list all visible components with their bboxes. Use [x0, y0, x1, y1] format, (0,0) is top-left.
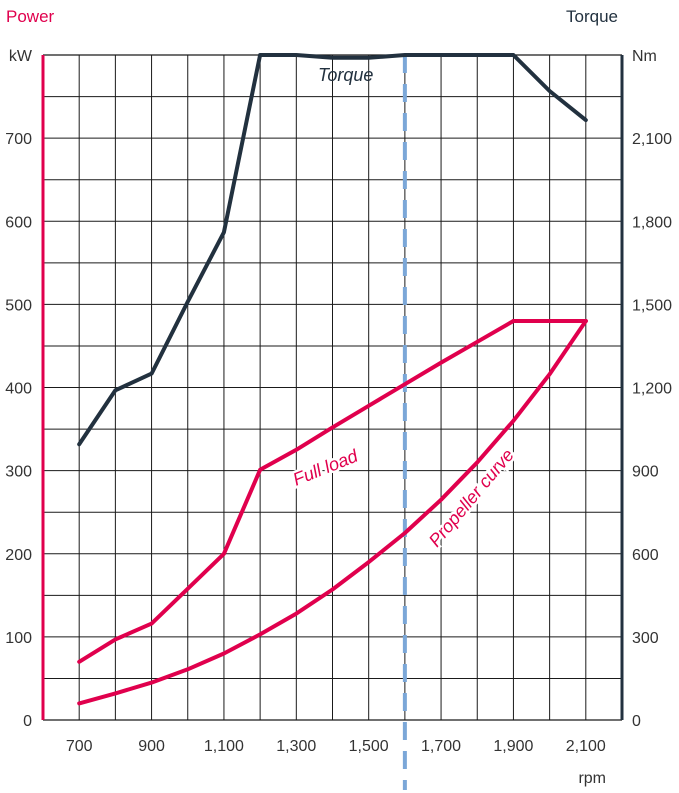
left-unit-label: kW	[9, 48, 33, 65]
right-tick-label: 2,100	[632, 131, 672, 148]
right-tick-label: 900	[632, 464, 659, 481]
x-tick-label: 1,300	[276, 738, 316, 755]
right-unit-label: Nm	[632, 48, 657, 65]
right-tick-label: 1,200	[632, 381, 672, 398]
x-tick-label: 1,100	[204, 738, 244, 755]
grid	[43, 54, 622, 721]
left-tick-label: 200	[5, 547, 32, 564]
x-tick-label: 1,900	[493, 738, 533, 755]
left-tick-label: 0	[23, 713, 32, 730]
series-label-torque: Torque	[318, 65, 373, 85]
left-tick-label: 500	[5, 297, 32, 314]
series-line-propeller-curve	[77, 319, 588, 706]
right-tick-label: 300	[632, 630, 659, 647]
x-tick-label: 700	[66, 738, 93, 755]
left-tick-label: 600	[5, 214, 32, 231]
series-line-torque	[77, 53, 588, 447]
right-tick-label: 0	[632, 713, 641, 730]
axes: 0 100 200 300 400 500 600 700 0 300 600 900 1,200 1,5…	[5, 55, 672, 755]
series-label-propeller-curve: Propeller curve	[425, 445, 518, 551]
series-line-full-load	[77, 319, 588, 664]
left-tick-label: 700	[5, 131, 32, 148]
left-axis-title: Power	[6, 7, 55, 26]
series-lines	[77, 53, 588, 706]
series-label-full-load: Full load	[290, 445, 361, 489]
x-tick-label: 1,500	[349, 738, 389, 755]
right-tick-label: 600	[632, 547, 659, 564]
x-tick-label: 900	[138, 738, 165, 755]
x-tick-label: 1,700	[421, 738, 461, 755]
right-tick-label: 1,800	[632, 214, 672, 231]
left-tick-label: 100	[5, 630, 32, 647]
left-tick-label: 300	[5, 464, 32, 481]
right-tick-label: 1,500	[632, 297, 672, 314]
right-axis-title: Torque	[566, 7, 618, 26]
x-tick-label: 2,100	[566, 738, 606, 755]
x-unit-label: rpm	[578, 770, 606, 787]
left-tick-label: 400	[5, 381, 32, 398]
